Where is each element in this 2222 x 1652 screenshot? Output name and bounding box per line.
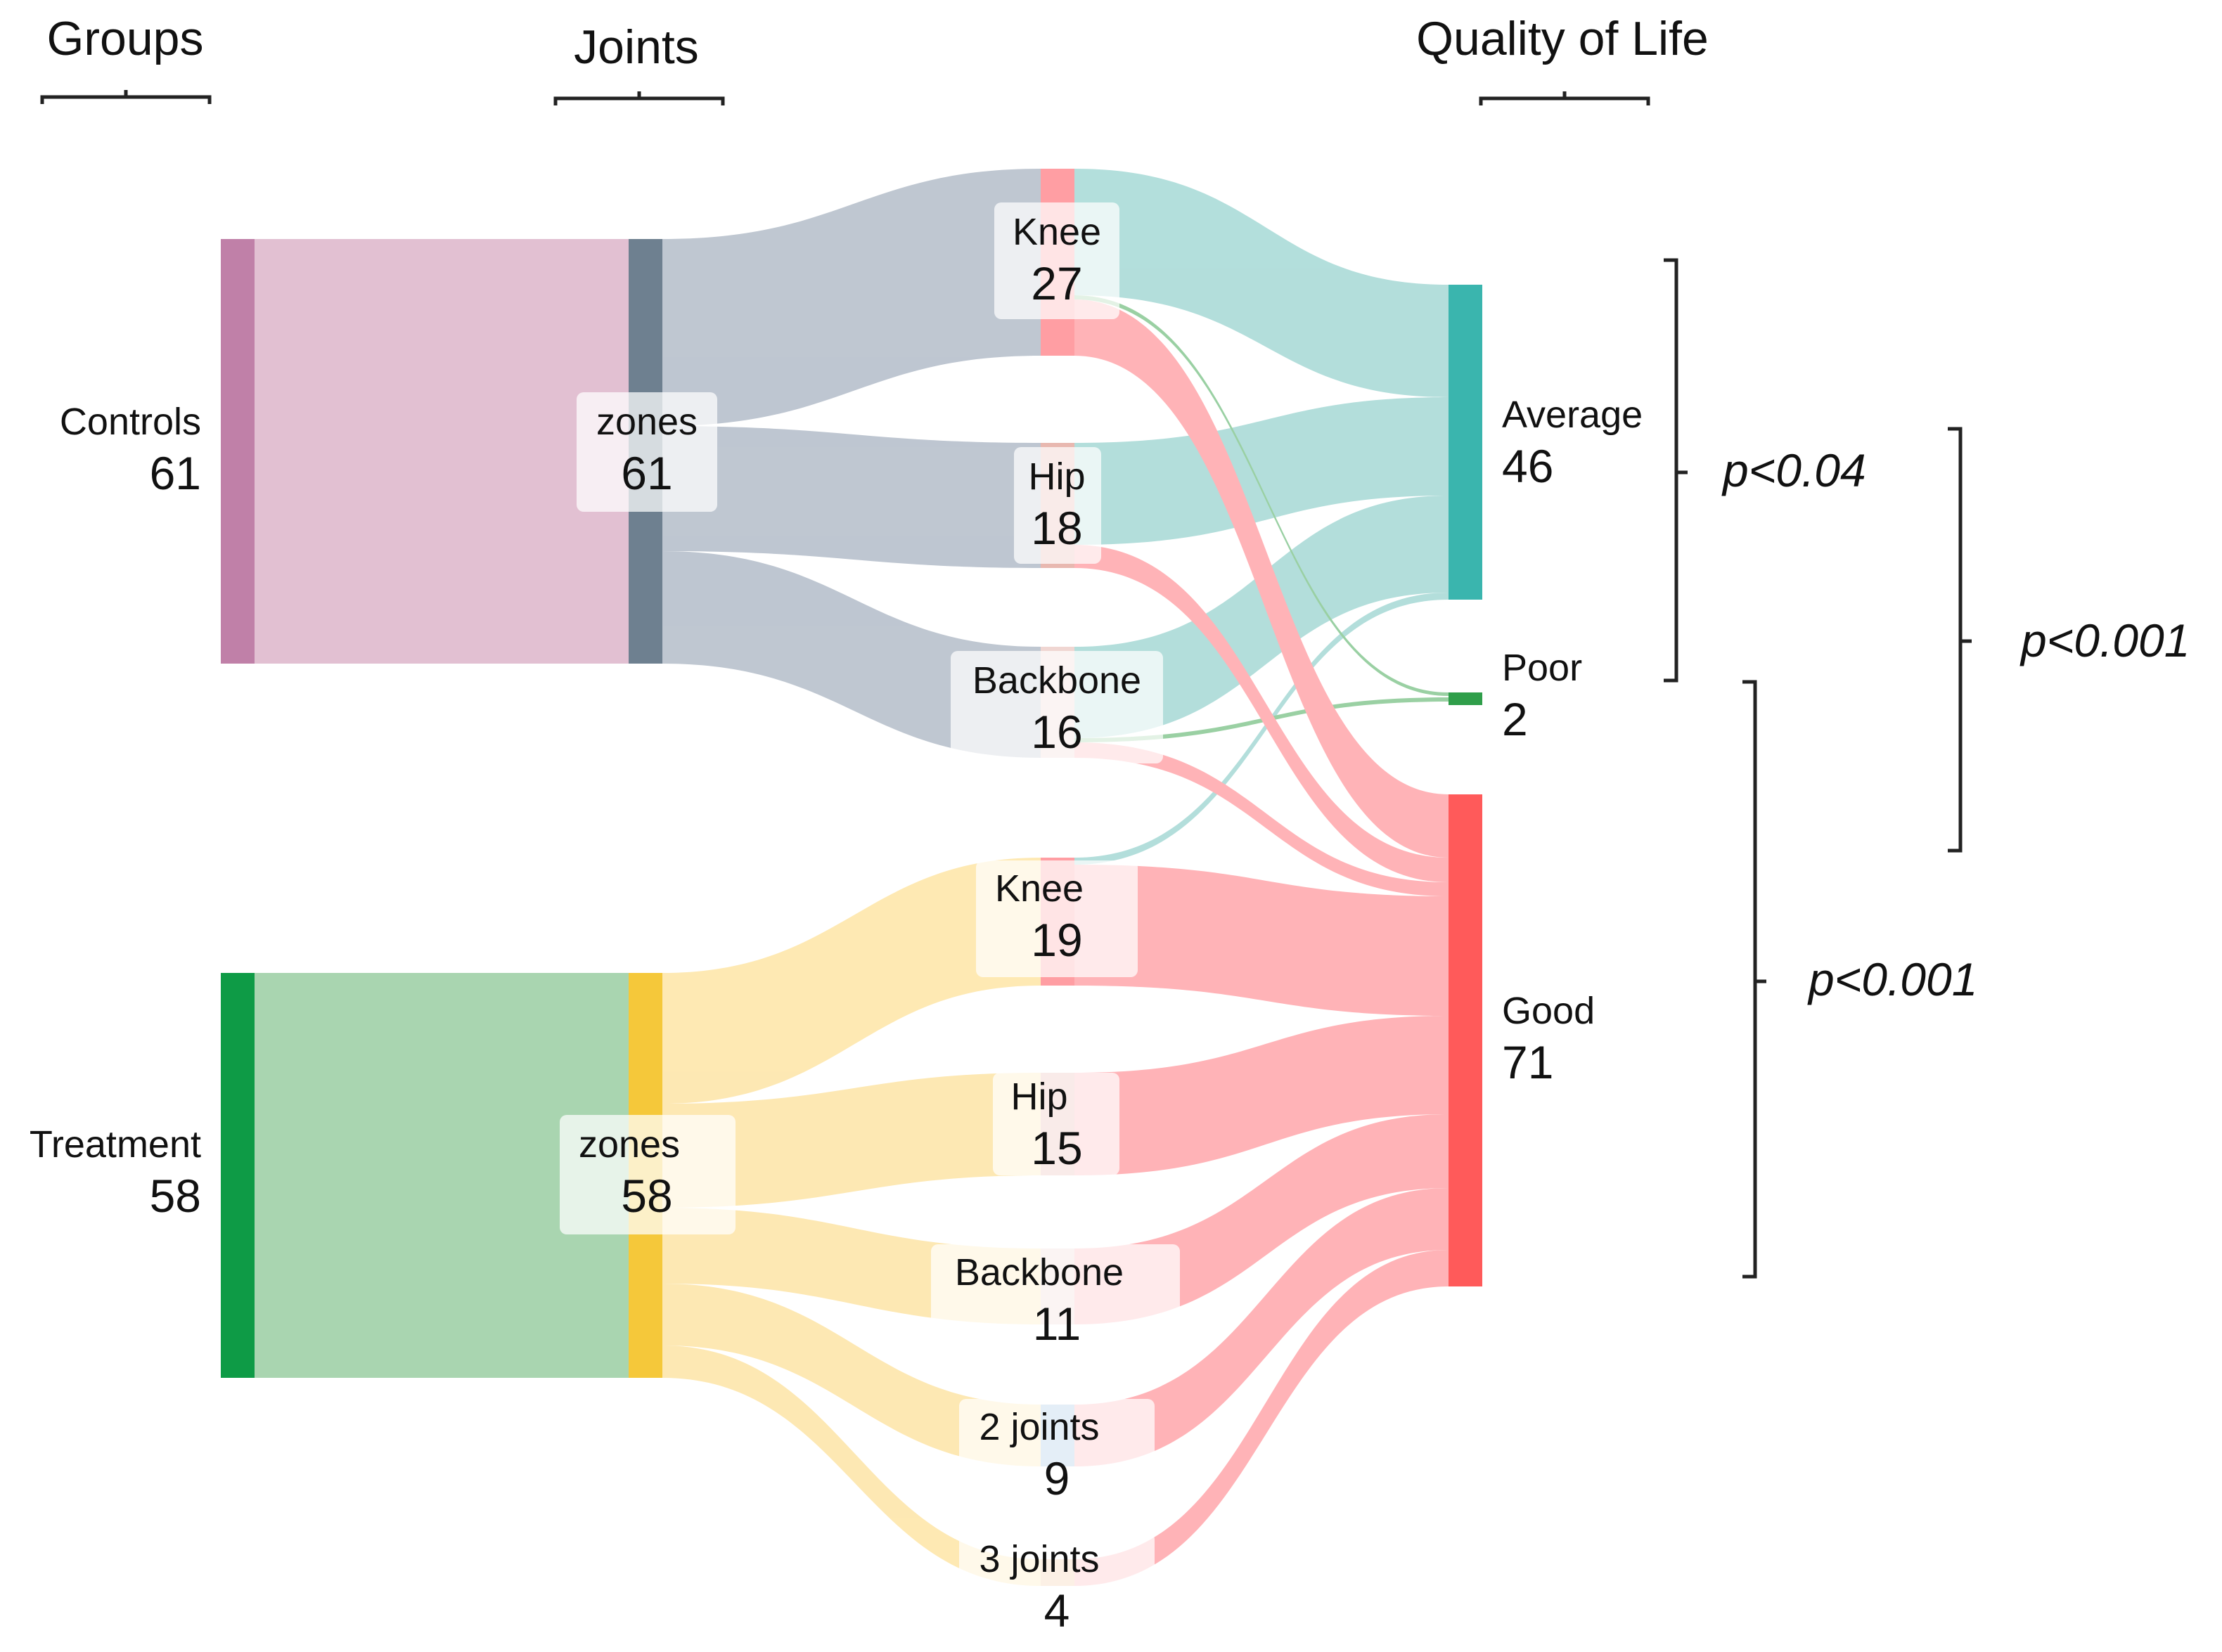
flow-backbone-good-controls xyxy=(1074,742,1449,896)
flow-backbone-poor-controls xyxy=(1074,697,1449,742)
value-backbone-treatment: 11 xyxy=(1033,1298,1081,1350)
label-bg-hip-treatment xyxy=(993,1073,1119,1175)
column-bracket-joints xyxy=(553,91,725,105)
bracket-poor-good xyxy=(1742,680,1766,1279)
pvalue-poor-good: p<0.001 xyxy=(1807,953,1977,1005)
flow-zones-backbone-controls xyxy=(662,551,1041,758)
value-treatment: 58 xyxy=(150,1170,201,1222)
flow-hip-good-controls xyxy=(1074,545,1449,882)
pvalue-average-poor: p<0.04 xyxy=(1721,444,1866,496)
flow-3joints-good-treatment xyxy=(1074,1250,1449,1586)
value-2joints-treatment: 9 xyxy=(1044,1452,1070,1504)
value-controls: 61 xyxy=(150,447,201,499)
pvalue-average-good: p<0.001 xyxy=(2019,614,2190,666)
label-bg-hip-controls xyxy=(1014,447,1101,564)
flow-backbone-average-controls xyxy=(1074,496,1449,738)
band-controls xyxy=(255,239,629,664)
column-title-joints: Joints xyxy=(574,20,699,74)
flow-zones-3joints-treatment xyxy=(662,1346,1041,1586)
label-bg-2joints-treatment xyxy=(959,1399,1155,1485)
bracket-average-good xyxy=(1948,427,1972,853)
label-2joints-treatment: 2 joints xyxy=(979,1406,1099,1448)
value-zones-controls: 61 xyxy=(621,447,672,499)
flow-2joints-good-treatment xyxy=(1074,1188,1449,1466)
value-knee-treatment: 19 xyxy=(1031,914,1082,966)
flow-zones-knee-controls xyxy=(662,169,1041,426)
outcome-labels: Average 46 Poor 2 Good 71 xyxy=(1502,394,1643,1088)
label-bg-backbone-treatment xyxy=(931,1244,1180,1336)
label-bg-knee-treatment xyxy=(976,860,1138,977)
node-average[interactable] xyxy=(1449,285,1482,600)
column-bracket-quality-of-life xyxy=(1479,91,1650,105)
label-treatment: Treatment xyxy=(30,1123,201,1166)
node-treatment[interactable] xyxy=(221,973,255,1378)
value-backbone-controls: 16 xyxy=(1031,706,1082,758)
outcome-nodes xyxy=(1449,285,1482,1286)
value-3joints-treatment: 4 xyxy=(1044,1585,1070,1637)
label-good: Good xyxy=(1502,990,1595,1032)
joint-labels: Knee 27 Hip 18 Backbone 16 Knee 19 Hip 1… xyxy=(931,202,1180,1637)
label-hip-controls: Hip xyxy=(1028,456,1085,498)
flow-zones-2joints-treatment xyxy=(662,1284,1041,1466)
label-bg-zones-treatment xyxy=(560,1115,736,1234)
zone-labels: zones 61 zones 58 xyxy=(560,392,736,1234)
value-hip-controls: 18 xyxy=(1031,502,1082,554)
label-backbone-treatment: Backbone xyxy=(955,1251,1124,1293)
label-poor: Poor xyxy=(1502,647,1582,689)
value-average: 46 xyxy=(1502,440,1553,492)
node-good[interactable] xyxy=(1449,794,1482,1286)
column-title-quality-of-life: Quality of Life xyxy=(1416,12,1709,65)
bracket-average-poor xyxy=(1664,258,1688,683)
significance-brackets: p<0.04 p<0.001 p<0.001 xyxy=(1664,258,2190,1279)
label-backbone-controls: Backbone xyxy=(972,659,1141,702)
flow-hip-good-treatment xyxy=(1074,1016,1449,1175)
value-zones-treatment: 58 xyxy=(621,1170,672,1222)
column-headers: Groups Joints Quality of Life xyxy=(40,12,1709,105)
flow-knee-good-treatment xyxy=(1074,865,1449,1016)
label-bg-backbone-controls xyxy=(951,651,1163,763)
group-nodes xyxy=(221,239,255,1378)
flow-zones-hip-treatment xyxy=(662,1073,1041,1208)
node-poor[interactable] xyxy=(1449,692,1482,705)
label-bg-zones-controls xyxy=(577,392,717,512)
value-good: 71 xyxy=(1502,1036,1553,1088)
flow-zones-hip-controls xyxy=(662,426,1041,568)
column-bracket-groups xyxy=(40,90,212,104)
flow-hip-average-controls xyxy=(1074,397,1449,545)
flow-knee-average-controls xyxy=(1074,169,1449,397)
label-zones-treatment: zones xyxy=(579,1123,680,1166)
label-bg-knee-controls xyxy=(994,202,1119,319)
label-hip-treatment: Hip xyxy=(1010,1076,1067,1118)
label-3joints-treatment: 3 joints xyxy=(979,1538,1099,1580)
node-controls[interactable] xyxy=(221,239,255,664)
label-bg-3joints-treatment xyxy=(959,1532,1155,1603)
column-title-groups: Groups xyxy=(47,12,204,65)
value-poor: 2 xyxy=(1502,693,1528,745)
label-average: Average xyxy=(1502,394,1643,436)
value-knee-controls: 27 xyxy=(1031,257,1082,309)
label-knee-controls: Knee xyxy=(1013,211,1101,253)
flow-zones-knee-treatment xyxy=(662,858,1041,1104)
value-hip-treatment: 15 xyxy=(1031,1122,1082,1174)
label-controls: Controls xyxy=(60,401,201,443)
label-knee-treatment: Knee xyxy=(995,867,1084,910)
flow-knee-good-controls xyxy=(1074,299,1449,858)
label-zones-controls: zones xyxy=(596,401,698,443)
group-labels: Controls 61 Treatment 58 xyxy=(30,401,201,1222)
